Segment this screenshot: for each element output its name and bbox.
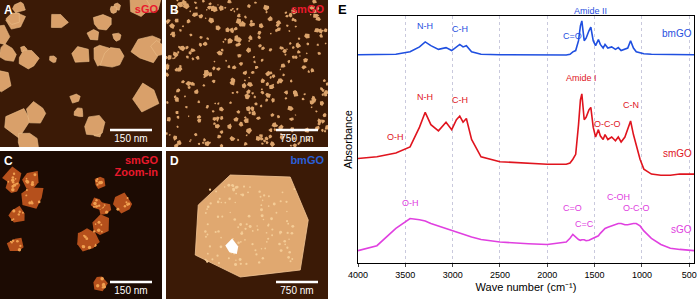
svg-text:N-H: N-H xyxy=(417,92,433,102)
svg-text:smGO: smGO xyxy=(663,148,692,159)
svg-text:2500: 2500 xyxy=(490,270,510,280)
svg-text:150 nm: 150 nm xyxy=(114,285,147,296)
svg-text:bmGO: bmGO xyxy=(662,28,692,39)
html-text:E: E xyxy=(338,2,347,17)
svg-text:750 nm: 750 nm xyxy=(280,285,313,296)
svg-text:Amide I: Amide I xyxy=(566,73,597,83)
svg-text:bmGO: bmGO xyxy=(290,154,324,166)
svg-text:C=O: C=O xyxy=(563,203,582,213)
svg-text:C-H: C-H xyxy=(452,95,468,105)
svg-text:sGO: sGO xyxy=(671,224,692,235)
svg-text:Wave number (cm⁻¹): Wave number (cm⁻¹) xyxy=(476,281,577,293)
svg-text:3000: 3000 xyxy=(443,270,463,280)
svg-text:C: C xyxy=(4,154,13,168)
svg-text:150 nm: 150 nm xyxy=(114,133,147,144)
svg-text:C-N: C-N xyxy=(623,100,639,110)
svg-text:C-H: C-H xyxy=(452,24,468,34)
svg-text:1000: 1000 xyxy=(632,270,652,280)
svg-text:C=O: C=O xyxy=(563,31,582,41)
svg-text:C-OH: C-OH xyxy=(607,192,630,202)
svg-text:O-H: O-H xyxy=(387,132,404,142)
svg-text:B: B xyxy=(170,3,179,17)
svg-text:O-H: O-H xyxy=(402,198,419,208)
svg-text:4000: 4000 xyxy=(348,270,368,280)
svg-text:D: D xyxy=(170,154,179,168)
svg-text:Absorbance: Absorbance xyxy=(342,110,354,169)
svg-text:Amide II: Amide II xyxy=(574,6,607,16)
svg-text:N-H: N-H xyxy=(417,21,433,31)
svg-text:750 nm: 750 nm xyxy=(280,133,313,144)
svg-text:smGO: smGO xyxy=(291,3,324,15)
svg-text:smGOZoom-in: smGOZoom-in xyxy=(115,154,159,178)
svg-text:O-C-O: O-C-O xyxy=(623,203,650,213)
svg-text:1500: 1500 xyxy=(585,270,605,280)
svg-text:O-C-O: O-C-O xyxy=(594,119,621,129)
svg-text:A: A xyxy=(4,3,13,17)
svg-text:2000: 2000 xyxy=(537,270,557,280)
svg-text:3500: 3500 xyxy=(395,270,415,280)
svg-text:C=C: C=C xyxy=(575,219,594,229)
svg-text:sGO: sGO xyxy=(135,3,159,15)
svg-text:500: 500 xyxy=(682,270,697,280)
